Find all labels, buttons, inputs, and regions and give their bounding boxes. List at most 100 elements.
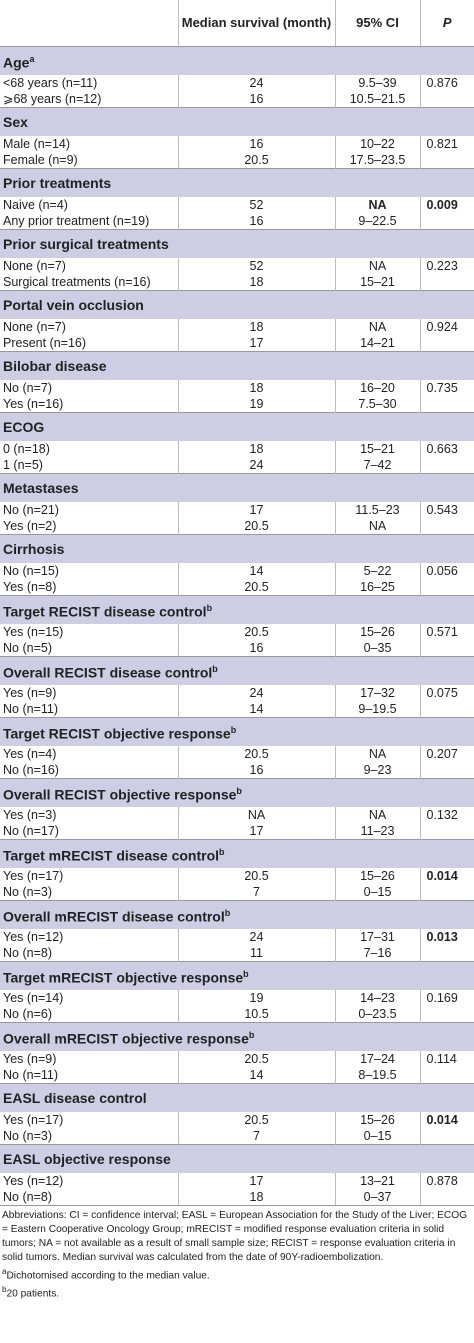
data-row: Yes (n=17) 20.5 15–26 0.014 — [0, 868, 474, 884]
table-body: Agea <68 years (n=11) 24 9.5–39 0.876 ⩾68 yea… — [0, 46, 474, 1205]
cell: Any prior treatment (n=19) — [3, 214, 150, 228]
section-row: Prior surgical treatments — [0, 229, 474, 258]
cell: No (n=3) — [3, 1129, 52, 1143]
cell: 11 — [177, 945, 335, 962]
cell: 0.924 — [419, 319, 474, 335]
cell — [419, 274, 474, 291]
cell: No (n=11) — [3, 1068, 59, 1082]
data-row: 1 (n=5) 24 7–42 — [0, 457, 474, 474]
section-title-cell: Agea — [0, 46, 474, 75]
footnote: Abbreviations: CI = confidence interval;… — [2, 1209, 471, 1265]
cell: 20.5 — [177, 868, 335, 884]
cell: 15–26 — [334, 1112, 420, 1128]
section-title: Cirrhosis — [3, 541, 65, 557]
cell: 0.876 — [419, 75, 474, 91]
data-row: Any prior treatment (n=19) 16 9–22.5 — [0, 213, 474, 230]
cell: 0.663 — [419, 441, 474, 457]
cell: ⩾68 years (n=12) — [3, 92, 102, 106]
section-title-cell: EASL disease control — [0, 1083, 474, 1112]
footnote-mark: a — [2, 1267, 7, 1276]
data-row: <68 years (n=11) 24 9.5–39 0.876 — [0, 75, 474, 91]
cell: 52 — [177, 197, 335, 213]
cell: No (n=15) — [3, 564, 59, 578]
cell: 14 — [177, 563, 335, 579]
cell: None (n=7) — [3, 320, 66, 334]
cell: 10.5 — [177, 1006, 335, 1023]
data-row: Yes (n=14) 19 14–23 0.169 — [0, 990, 474, 1006]
section-row: Bilobar disease — [0, 351, 474, 380]
cell: No (n=17) — [3, 824, 59, 838]
cell: Yes (n=9) — [3, 1052, 57, 1066]
footnote-mark: b — [243, 969, 249, 980]
footnote-mark: a — [29, 54, 35, 65]
cell: 16 — [177, 762, 335, 779]
section-title-cell: Bilobar disease — [0, 351, 474, 380]
cell — [419, 701, 474, 718]
cell: 24 — [177, 75, 335, 91]
cell — [419, 213, 474, 230]
cell: 17–24 — [334, 1051, 420, 1067]
footnote: b20 patients. — [2, 1283, 471, 1301]
section-title: EASL objective response — [3, 1151, 171, 1167]
cell: 14 — [177, 701, 335, 718]
header-cell: P — [419, 0, 474, 47]
footnote-mark: b — [230, 725, 237, 736]
section-row: Prior treatments — [0, 168, 474, 197]
cell: No (n=8) — [3, 946, 52, 960]
cell: 11–23 — [334, 823, 420, 840]
section-title-cell: Overall RECIST objective responseb — [0, 778, 474, 807]
data-row: Yes (n=2) 20.5 NA — [0, 518, 474, 535]
data-row: No (n=8) 18 0–37 — [0, 1189, 474, 1205]
cell: 18 — [177, 441, 335, 457]
data-row: No (n=16) 16 9–23 — [0, 762, 474, 779]
cell — [419, 1067, 474, 1084]
cell: 14 — [177, 1067, 335, 1084]
cell: 16 — [177, 640, 335, 657]
cell: 0.056 — [419, 563, 474, 579]
section-title: Sex — [3, 114, 28, 130]
cell: No (n=21) — [3, 503, 59, 517]
cell: 0–15 — [334, 1128, 420, 1145]
cell: NA — [334, 518, 420, 535]
cell: Yes (n=15) — [3, 625, 64, 639]
cell — [419, 823, 474, 840]
cell: Surgical treatments (n=16) — [3, 275, 151, 289]
cell: 20.5 — [177, 746, 335, 762]
section-title: Overall RECIST disease control — [3, 664, 213, 681]
data-row: No (n=8) 11 7–16 — [0, 945, 474, 962]
cell — [419, 152, 474, 169]
section-title: Target mRECIST objective response — [3, 969, 244, 986]
cell: 18 — [177, 319, 335, 335]
cell: 0.223 — [419, 258, 474, 274]
footnote-mark: b — [248, 1030, 255, 1041]
section-title-cell: Target RECIST disease controlb — [0, 595, 474, 624]
cell — [419, 1128, 474, 1145]
cell: 24 — [177, 685, 335, 701]
cell: 14–23 — [334, 990, 420, 1006]
cell: Yes (n=17) — [3, 869, 64, 883]
section-title-cell: Overall mRECIST disease controlb — [0, 900, 474, 929]
section-title: EASL disease control — [3, 1090, 147, 1106]
cell: Naive (n=4) — [3, 198, 68, 212]
cell: No (n=7) — [3, 381, 52, 395]
data-row: No (n=11) 14 8–19.5 — [0, 1067, 474, 1084]
cell: 9–22.5 — [334, 213, 420, 230]
cell: 7–16 — [334, 945, 420, 962]
cell: 7 — [177, 1128, 335, 1145]
cell: 52 — [177, 258, 335, 274]
data-row: No (n=3) 7 0–15 — [0, 1128, 474, 1145]
cell: 20.5 — [177, 624, 335, 640]
footnotes: Abbreviations: CI = confidence interval;… — [0, 1205, 474, 1302]
cell: 0.114 — [419, 1051, 474, 1067]
cell: 16–20 — [334, 380, 420, 396]
section-row: Overall mRECIST objective responseb — [0, 1022, 474, 1051]
data-row: 0 (n=18) 18 15–21 0.663 — [0, 441, 474, 457]
header-cell: Median survival (month) — [177, 0, 335, 47]
cell: 8–19.5 — [334, 1067, 420, 1084]
cell: 24 — [177, 929, 335, 945]
section-title-cell: Target RECIST objective responseb — [0, 717, 474, 746]
data-row: Yes (n=15) 20.5 15–26 0.571 — [0, 624, 474, 640]
cell — [419, 396, 474, 413]
section-title-cell: Overall RECIST disease controlb — [0, 656, 474, 685]
data-row: Yes (n=17) 20.5 15–26 0.014 — [0, 1112, 474, 1128]
